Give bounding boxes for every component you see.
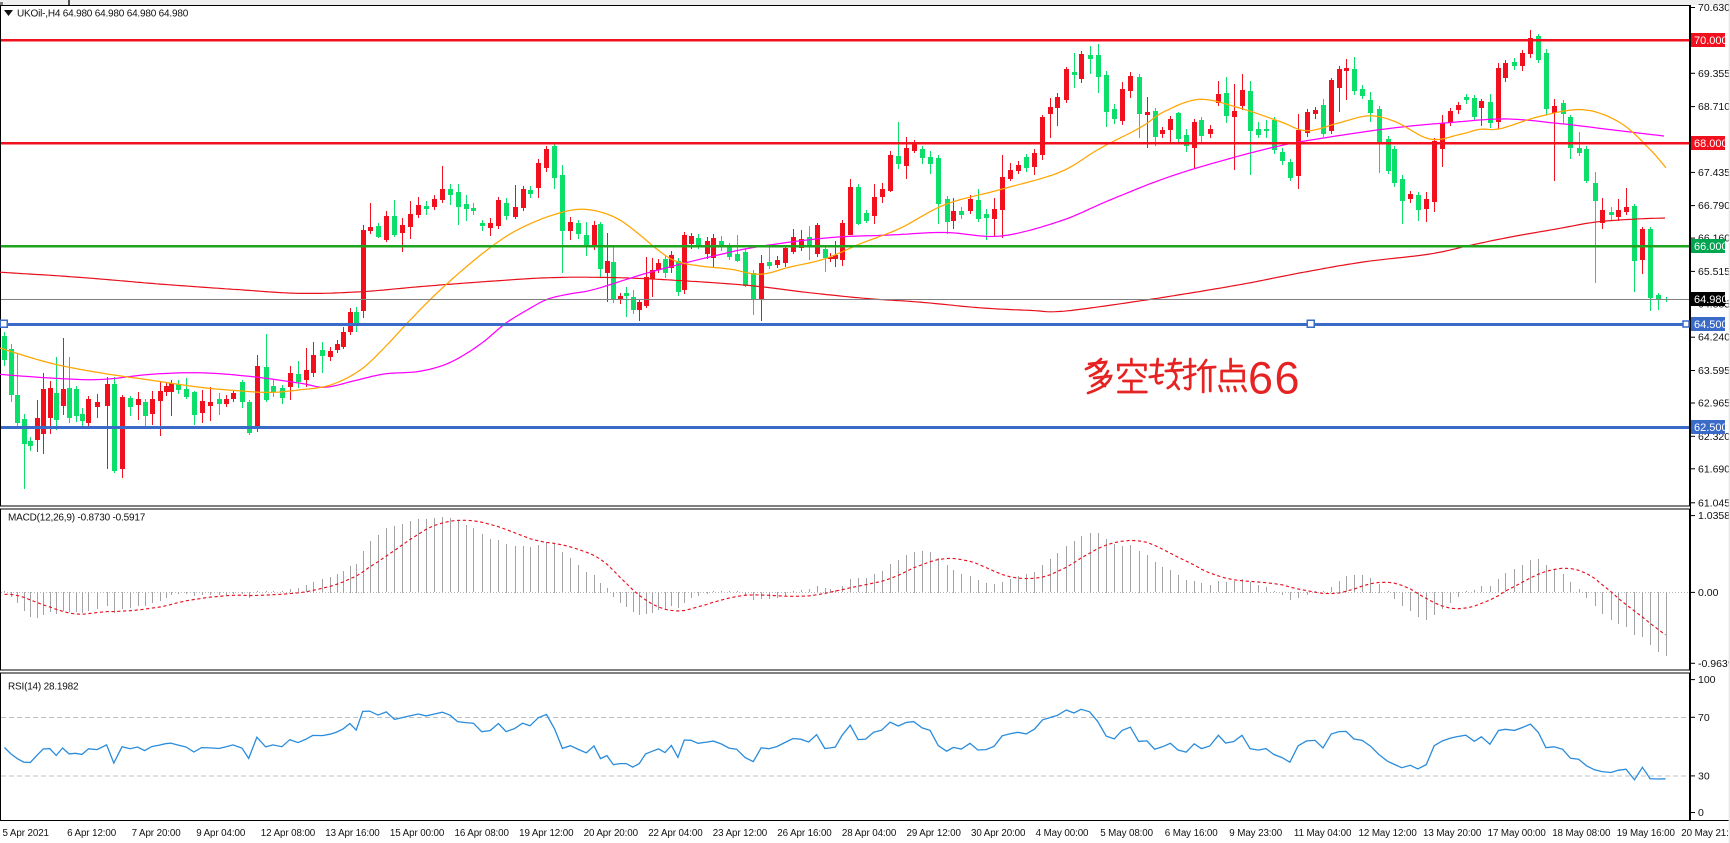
svg-text:66: 66 xyxy=(1248,353,1301,404)
svg-text:28 Apr 04:00: 28 Apr 04:00 xyxy=(842,828,897,839)
svg-text:62.965: 62.965 xyxy=(1698,398,1730,410)
svg-text:68.710: 68.710 xyxy=(1698,101,1730,113)
svg-text:RSI(14) 28.1982: RSI(14) 28.1982 xyxy=(8,682,79,693)
svg-text:62.500: 62.500 xyxy=(1694,422,1728,434)
svg-text:70: 70 xyxy=(1698,712,1710,724)
svg-text:0: 0 xyxy=(1698,807,1704,819)
svg-text:-0.9639: -0.9639 xyxy=(1698,658,1730,670)
svg-text:6 Apr 12:00: 6 Apr 12:00 xyxy=(67,828,117,839)
svg-text:7 Apr 20:00: 7 Apr 20:00 xyxy=(132,828,182,839)
svg-text:6 May 16:00: 6 May 16:00 xyxy=(1165,828,1218,839)
svg-text:11 May 04:00: 11 May 04:00 xyxy=(1294,828,1352,839)
svg-text:69.355: 69.355 xyxy=(1698,68,1730,80)
svg-text:17 May 00:00: 17 May 00:00 xyxy=(1488,828,1547,839)
svg-text:70.000: 70.000 xyxy=(1694,35,1728,47)
svg-text:12 May 12:00: 12 May 12:00 xyxy=(1359,828,1418,839)
svg-text:61.045: 61.045 xyxy=(1698,497,1730,509)
svg-text:9 May 23:00: 9 May 23:00 xyxy=(1229,828,1282,839)
svg-text:19 Apr 12:00: 19 Apr 12:00 xyxy=(519,828,574,839)
svg-text:5 Apr 2021: 5 Apr 2021 xyxy=(3,828,49,839)
svg-text:29 Apr 12:00: 29 Apr 12:00 xyxy=(907,828,962,839)
svg-text:MACD(12,26,9) -0.8730 -0.5917: MACD(12,26,9) -0.8730 -0.5917 xyxy=(8,513,146,524)
svg-text:16 Apr 08:00: 16 Apr 08:00 xyxy=(455,828,510,839)
svg-text:68.000: 68.000 xyxy=(1694,138,1728,150)
svg-text:64.500: 64.500 xyxy=(1694,319,1728,331)
svg-text:70.630: 70.630 xyxy=(1698,2,1730,14)
svg-text:13 Apr 16:00: 13 Apr 16:00 xyxy=(325,828,380,839)
svg-text:66.000: 66.000 xyxy=(1694,241,1728,253)
svg-text:66.790: 66.790 xyxy=(1698,200,1730,212)
svg-text:65.515: 65.515 xyxy=(1698,266,1730,278)
svg-text:4 May 00:00: 4 May 00:00 xyxy=(1036,828,1089,839)
svg-text:18 May 08:00: 18 May 08:00 xyxy=(1552,828,1611,839)
svg-text:UKOil-,H4 64.980 64.980 64.98: UKOil-,H4 64.980 64.980 64.980 64.980 xyxy=(17,9,189,20)
svg-text:67.435: 67.435 xyxy=(1698,167,1730,179)
svg-text:64.240: 64.240 xyxy=(1698,332,1730,344)
svg-text:1.0358: 1.0358 xyxy=(1698,510,1730,522)
svg-text:0.00: 0.00 xyxy=(1698,587,1719,599)
svg-text:15 Apr 00:00: 15 Apr 00:00 xyxy=(390,828,445,839)
svg-text:20 Apr 20:00: 20 Apr 20:00 xyxy=(584,828,639,839)
svg-text:19 May 16:00: 19 May 16:00 xyxy=(1617,828,1676,839)
svg-text:100: 100 xyxy=(1698,674,1716,686)
svg-text:30: 30 xyxy=(1698,770,1710,782)
svg-text:12 Apr 08:00: 12 Apr 08:00 xyxy=(261,828,316,839)
svg-text:22 Apr 04:00: 22 Apr 04:00 xyxy=(648,828,703,839)
svg-text:63.595: 63.595 xyxy=(1698,365,1730,377)
svg-text:26 Apr 16:00: 26 Apr 16:00 xyxy=(777,828,832,839)
svg-text:30 Apr 20:00: 30 Apr 20:00 xyxy=(971,828,1026,839)
svg-text:23 Apr 12:00: 23 Apr 12:00 xyxy=(713,828,768,839)
svg-text:5 May 08:00: 5 May 08:00 xyxy=(1100,828,1153,839)
svg-text:20 May 21:15: 20 May 21:15 xyxy=(1681,828,1730,839)
svg-text:9 Apr 04:00: 9 Apr 04:00 xyxy=(196,828,246,839)
svg-text:64.980: 64.980 xyxy=(1694,294,1728,306)
svg-text:13 May 20:00: 13 May 20:00 xyxy=(1423,828,1482,839)
svg-text:61.690: 61.690 xyxy=(1698,463,1730,475)
